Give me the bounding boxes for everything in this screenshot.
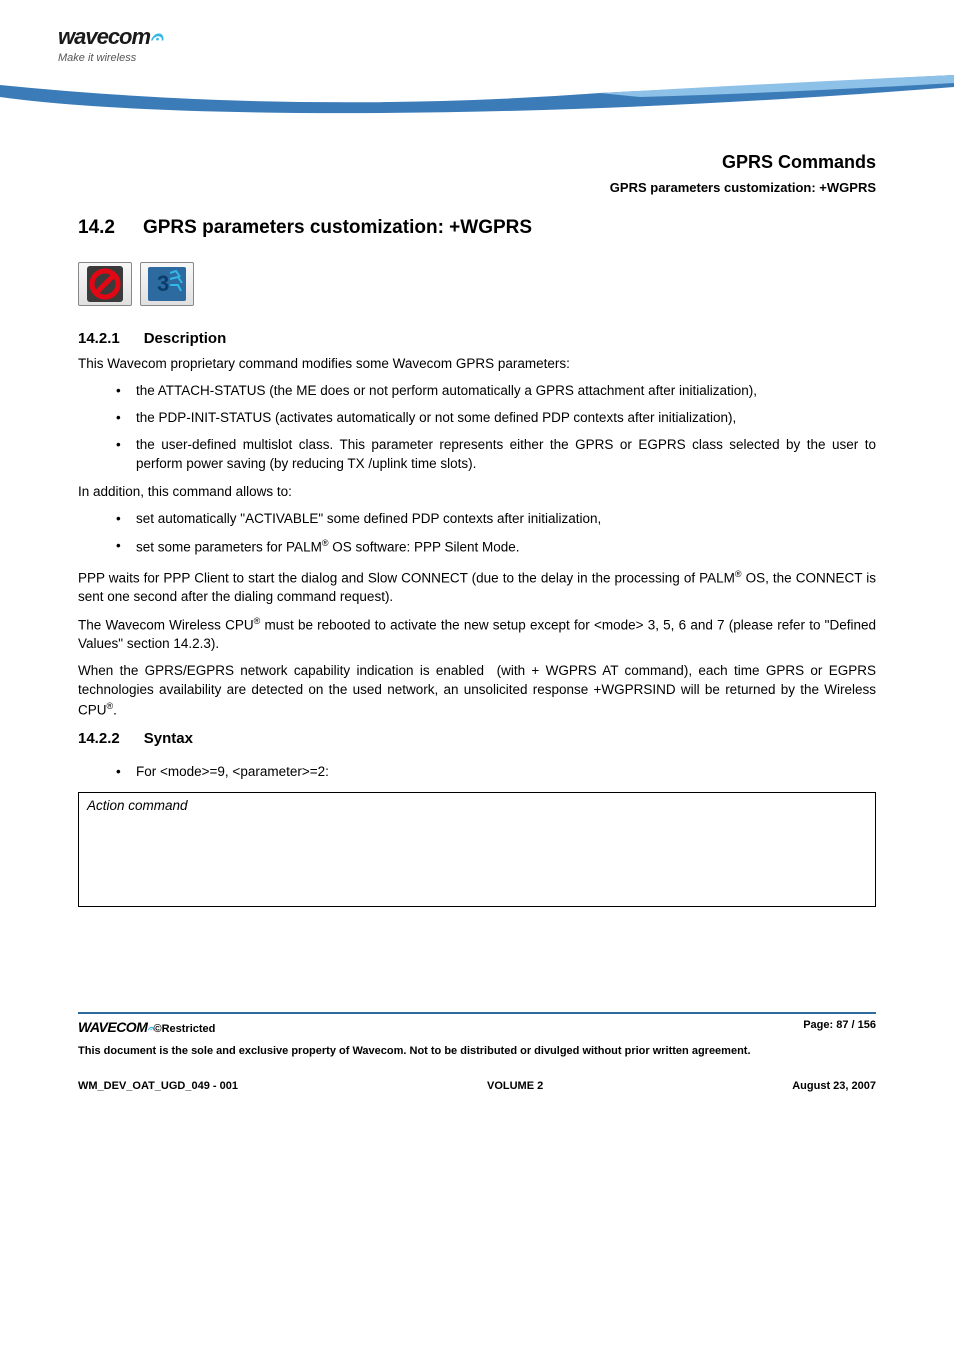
footer-disclaimer: This document is the sole and exclusive …: [78, 1044, 876, 1059]
section-number: 14.2: [78, 215, 115, 242]
brand-tagline: Make it wireless: [58, 51, 161, 66]
page-title: GPRS Commands: [78, 150, 876, 175]
allows-list: set automatically "ACTIVABLE" some defin…: [78, 510, 876, 557]
action-command-box: Action command: [78, 792, 876, 907]
inaddition-paragraph: In addition, this command allows to:: [78, 483, 876, 502]
footer-top-row: WAVECOM𝄐©Restricted Page: 87 / 156: [78, 1018, 876, 1038]
list-item: set some parameters for PALM® OS softwar…: [78, 537, 876, 557]
brand-logo: wavecom𝄐 Make it wireless: [58, 22, 161, 66]
ppp-paragraph: PPP waits for PPP Client to start the di…: [78, 568, 876, 607]
list-item: the user-defined multislot class. This p…: [78, 436, 876, 474]
subsection-title: Syntax: [144, 728, 193, 749]
footer-page-number: Page: 87 / 156: [803, 1018, 876, 1038]
subsection-syntax-heading: 14.2.2 Syntax: [78, 728, 876, 749]
footer-brand: WAVECOM𝄐©Restricted: [78, 1018, 215, 1038]
list-item: the ATTACH-STATUS (the ME does or not pe…: [78, 382, 876, 401]
reg-mark-icon: ®: [107, 701, 114, 711]
subsection-number: 14.2.1: [78, 328, 120, 349]
no-symbol-icon: [78, 262, 132, 306]
section-title: GPRS parameters customization: +WGPRS: [143, 215, 532, 242]
brand-text: wavecom: [58, 24, 150, 49]
page-subtitle: GPRS parameters customization: +WGPRS: [78, 179, 876, 197]
three-g-icon: 3: [140, 262, 194, 306]
page-header: wavecom𝄐 Make it wireless: [0, 0, 954, 140]
list-item: the PDP-INIT-STATUS (activates automatic…: [78, 409, 876, 428]
subsection-number: 14.2.2: [78, 728, 120, 749]
brand-wordmark: wavecom𝄐: [58, 22, 161, 53]
footer-rule: [78, 1012, 876, 1014]
reg-mark-icon: ®: [254, 616, 261, 626]
syntax-list: For <mode>=9, <parameter>=2:: [78, 763, 876, 782]
list-item: set automatically "ACTIVABLE" some defin…: [78, 510, 876, 529]
page-content: GPRS Commands GPRS parameters customizat…: [0, 150, 954, 907]
intro-paragraph: This Wavecom proprietary command modifie…: [78, 355, 876, 374]
subsection-description-heading: 14.2.1 Description: [78, 328, 876, 349]
footer-logo-text: WAVECOM: [78, 1019, 147, 1035]
header-swoop-graphic: [0, 75, 954, 135]
footer-date: August 23, 2007: [792, 1079, 876, 1094]
reg-mark-icon: ®: [322, 538, 329, 548]
action-command-label: Action command: [87, 798, 188, 813]
footer-bottom-row: WM_DEV_OAT_UGD_049 - 001 VOLUME 2 August…: [78, 1079, 876, 1094]
reg-mark-icon: ®: [735, 569, 742, 579]
parameters-list: the ATTACH-STATUS (the ME does or not pe…: [78, 382, 876, 474]
footer-restricted: ©Restricted: [153, 1023, 215, 1035]
footer-doc-id: WM_DEV_OAT_UGD_049 - 001: [78, 1079, 238, 1094]
list-item: For <mode>=9, <parameter>=2:: [78, 763, 876, 782]
feature-icons-row: 3: [78, 262, 876, 306]
svg-text:3: 3: [157, 271, 169, 296]
reboot-paragraph: The Wavecom Wireless CPU® must be reboot…: [78, 615, 876, 654]
egprs-paragraph: When the GPRS/EGPRS network capability i…: [78, 662, 876, 720]
footer-volume: VOLUME 2: [487, 1079, 543, 1094]
section-heading: 14.2 GPRS parameters customization: +WGP…: [78, 215, 876, 242]
page-footer: WAVECOM𝄐©Restricted Page: 87 / 156 This …: [0, 1012, 954, 1094]
subsection-title: Description: [144, 328, 227, 349]
brand-swoosh-icon: 𝄐: [150, 24, 161, 49]
